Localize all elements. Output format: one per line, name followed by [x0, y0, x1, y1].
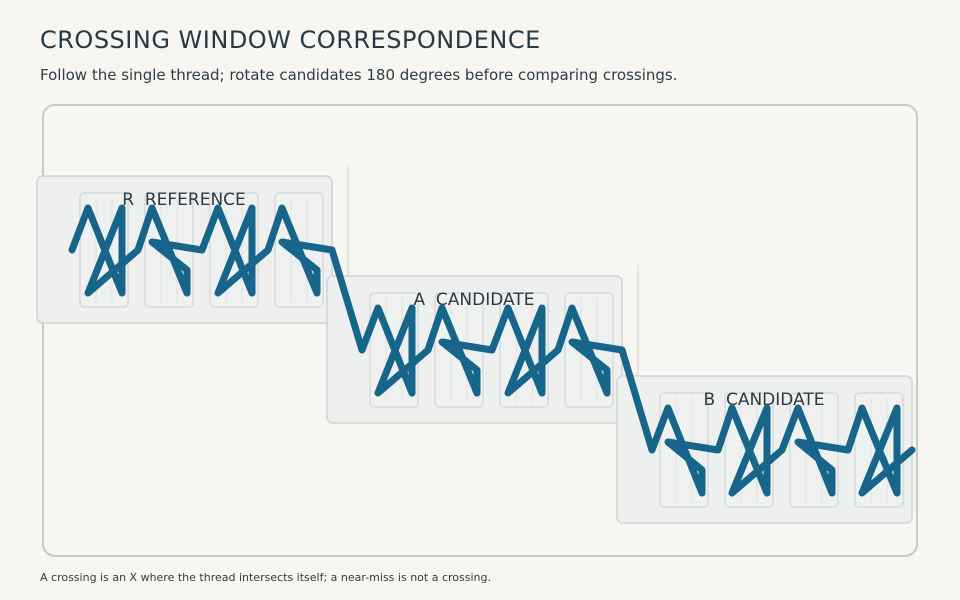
outer-frame — [42, 104, 918, 557]
thread-path — [68, 204, 916, 497]
panel-label-reference: R REFERENCE — [122, 190, 246, 210]
footnote: A crossing is an X where the thread inte… — [40, 571, 491, 584]
page-title: CROSSING WINDOW CORRESPONDENCE — [40, 26, 541, 54]
panel-label-candidate-a: A CANDIDATE — [414, 290, 535, 310]
page-subtitle: Follow the single thread; rotate candida… — [40, 66, 678, 84]
